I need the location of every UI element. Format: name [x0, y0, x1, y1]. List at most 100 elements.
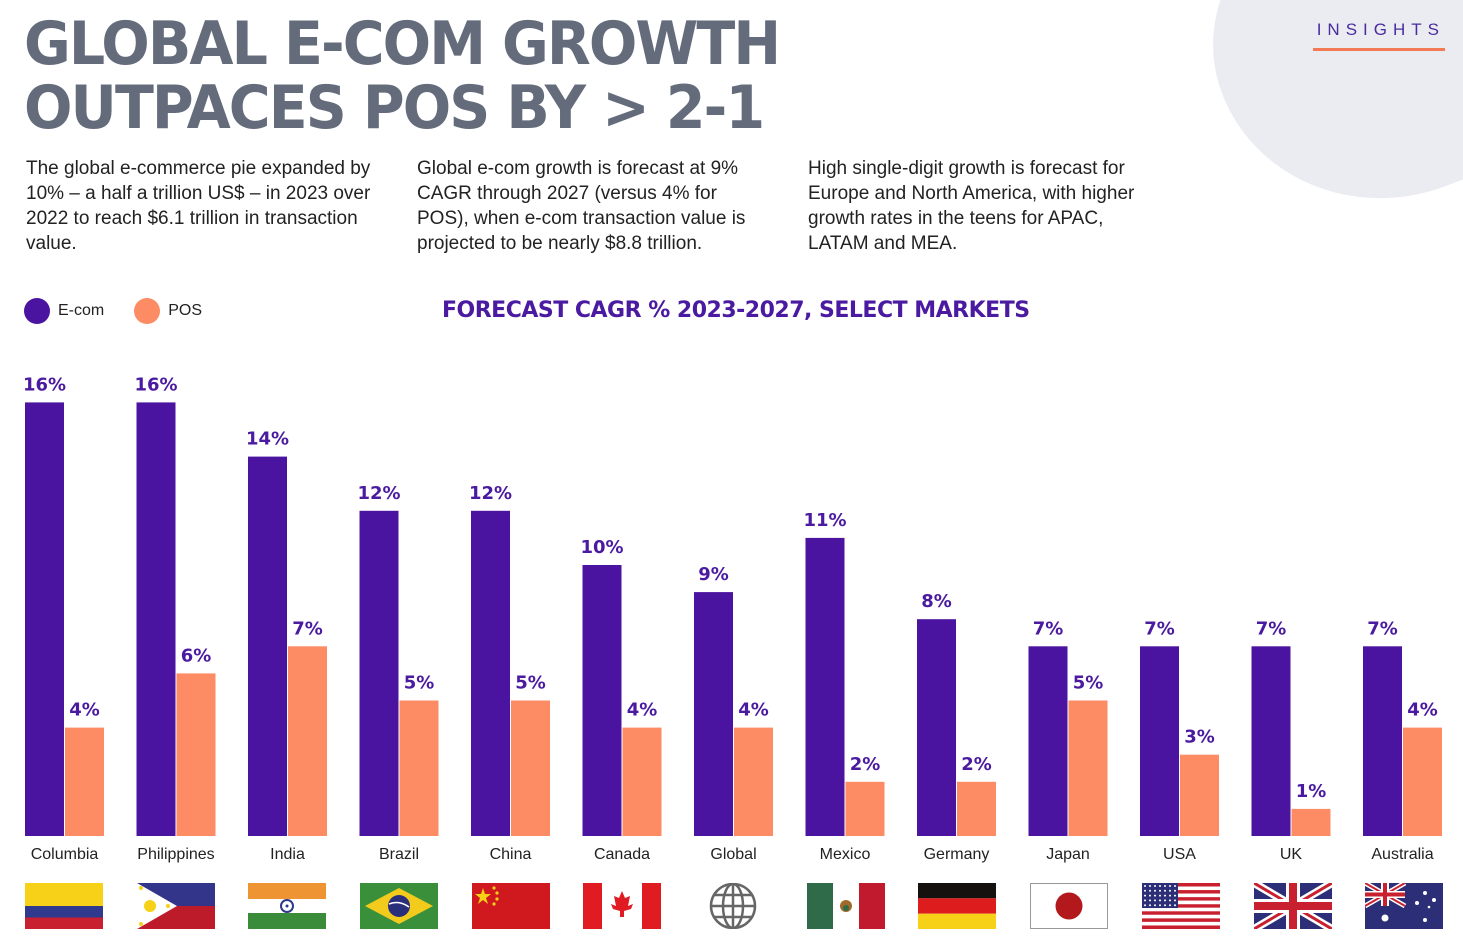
category-group-global: 9% 4% Global	[694, 564, 773, 863]
category-group-china: 12% 5% China	[469, 483, 550, 863]
bar-e-com-uk	[1251, 646, 1291, 836]
usa-flag-icon	[1142, 883, 1220, 929]
colombia-flag-icon	[25, 883, 103, 929]
category-group-usa: 7% 3% USA	[1140, 618, 1219, 863]
insights-label: INSIGHTS	[1312, 20, 1445, 51]
bar-pos-japan	[1068, 700, 1108, 836]
title-line-2: OUTPACES POS BY > 2-1	[24, 73, 765, 143]
category-label-canada: Canada	[594, 846, 650, 863]
category-group-philippines: 16% 6% Philippines	[134, 374, 216, 863]
bar-pos-germany	[957, 781, 996, 836]
data-label-pos-global: 4%	[738, 700, 769, 721]
category-group-columbia: 16% 4% Columbia	[23, 374, 104, 863]
australia-flag-icon	[1363, 880, 1443, 929]
data-label-pos-canada: 4%	[627, 700, 658, 721]
bar-pos-india	[288, 646, 327, 836]
india-flag-icon	[248, 883, 326, 929]
uk-flag-icon	[1251, 879, 1335, 933]
category-group-uk: 7% 1% UK	[1251, 618, 1331, 863]
data-label-e-com-uk: 7%	[1256, 618, 1287, 639]
intro-paragraph-2: Global e-com growth is forecast at 9% CA…	[417, 158, 746, 254]
data-label-pos-usa: 3%	[1184, 727, 1215, 748]
bar-e-com-mexico	[805, 537, 845, 836]
data-label-pos-mexico: 2%	[850, 754, 881, 775]
data-label-e-com-mexico: 11%	[803, 510, 846, 531]
chart-title: FORECAST CAGR % 2023-2027, SELECT MARKET…	[442, 298, 1030, 323]
bar-e-com-brazil	[359, 510, 399, 836]
category-group-germany: 8% 2% Germany	[917, 591, 996, 863]
page-title: GLOBAL E-COM GROWTH OUTPACES POS BY > 2-…	[24, 9, 781, 143]
category-label-uk: UK	[1280, 846, 1303, 863]
category-label-brazil: Brazil	[379, 846, 419, 863]
category-group-japan: 7% 5% Japan	[1028, 618, 1108, 863]
category-label-global: Global	[710, 846, 756, 863]
category-label-india: India	[270, 846, 305, 863]
data-label-e-com-china: 12%	[469, 483, 512, 504]
data-label-e-com-usa: 7%	[1144, 618, 1175, 639]
data-label-pos-philippines: 6%	[181, 645, 212, 666]
mexico-flag-icon	[807, 883, 885, 929]
insights-badge: INSIGHTS	[1312, 20, 1445, 51]
data-label-e-com-philippines: 16%	[134, 374, 177, 395]
data-label-pos-china: 5%	[515, 673, 546, 694]
bar-e-com-canada	[582, 565, 622, 836]
chart-legend: E-com POS	[24, 298, 224, 324]
bar-pos-global	[734, 727, 773, 836]
data-label-pos-japan: 5%	[1073, 673, 1104, 694]
bar-pos-philippines	[176, 673, 216, 836]
bar-e-com-columbia	[25, 402, 64, 836]
category-group-australia: 7% 4% Australia	[1363, 618, 1442, 863]
bar-pos-china	[511, 700, 550, 836]
data-label-pos-germany: 2%	[961, 754, 992, 775]
legend-swatch-pos	[134, 298, 161, 324]
legend-label-ecom: E-com	[58, 302, 105, 319]
legend-label-pos: POS	[168, 302, 203, 319]
philippines-flag-icon	[137, 883, 215, 929]
category-group-india: 14% 7% India	[246, 429, 327, 863]
data-label-pos-india: 7%	[292, 618, 323, 639]
legend-swatch-ecom	[24, 298, 50, 324]
bar-e-com-japan	[1028, 646, 1068, 836]
bar-chart: 16%4%Columbia16%6%Philippines14%7%India1…	[23, 374, 1442, 863]
bar-e-com-australia	[1363, 646, 1402, 836]
data-label-pos-uk: 1%	[1296, 781, 1327, 802]
category-label-columbia: Columbia	[31, 846, 99, 863]
china-flag-icon	[472, 883, 550, 929]
data-label-pos-brazil: 5%	[404, 673, 435, 694]
bar-e-com-global	[694, 592, 733, 836]
data-label-e-com-japan: 7%	[1033, 618, 1064, 639]
category-label-germany: Germany	[924, 846, 990, 863]
bar-pos-usa	[1180, 754, 1219, 836]
bar-e-com-india	[248, 456, 287, 836]
category-group-brazil: 12% 5% Brazil	[357, 483, 439, 863]
category-label-japan: Japan	[1046, 846, 1090, 863]
data-label-e-com-germany: 8%	[921, 591, 952, 612]
data-label-e-com-global: 9%	[698, 564, 729, 585]
intro-paragraph-3: High single-digit growth is forecast for…	[808, 158, 1135, 254]
data-label-e-com-canada: 10%	[580, 537, 623, 558]
data-label-e-com-columbia: 16%	[23, 374, 66, 395]
intro-paragraph-1: The global e-commerce pie expanded by 10…	[26, 158, 371, 254]
bar-e-com-philippines	[136, 402, 176, 836]
bar-e-com-usa	[1140, 646, 1179, 836]
category-group-canada: 10% 4% Canada	[580, 537, 662, 863]
japan-flag-icon	[1030, 883, 1108, 929]
category-label-mexico: Mexico	[820, 846, 871, 863]
data-label-e-com-india: 14%	[246, 429, 289, 450]
data-label-pos-columbia: 4%	[69, 700, 100, 721]
bar-pos-brazil	[399, 700, 439, 836]
globe-icon	[694, 882, 772, 930]
data-label-pos-australia: 4%	[1407, 700, 1438, 721]
bar-e-com-germany	[917, 619, 956, 836]
bar-pos-canada	[622, 727, 662, 836]
germany-flag-icon	[918, 883, 996, 929]
category-label-china: China	[490, 846, 532, 863]
legend-item-pos: POS	[134, 298, 202, 324]
bar-e-com-china	[471, 510, 510, 836]
category-label-philippines: Philippines	[137, 846, 214, 863]
legend-item-ecom: E-com	[24, 298, 104, 324]
title-line-1: GLOBAL E-COM GROWTH	[24, 9, 781, 79]
category-label-australia: Australia	[1371, 846, 1433, 863]
data-label-e-com-brazil: 12%	[357, 483, 400, 504]
canada-flag-icon	[583, 883, 661, 929]
